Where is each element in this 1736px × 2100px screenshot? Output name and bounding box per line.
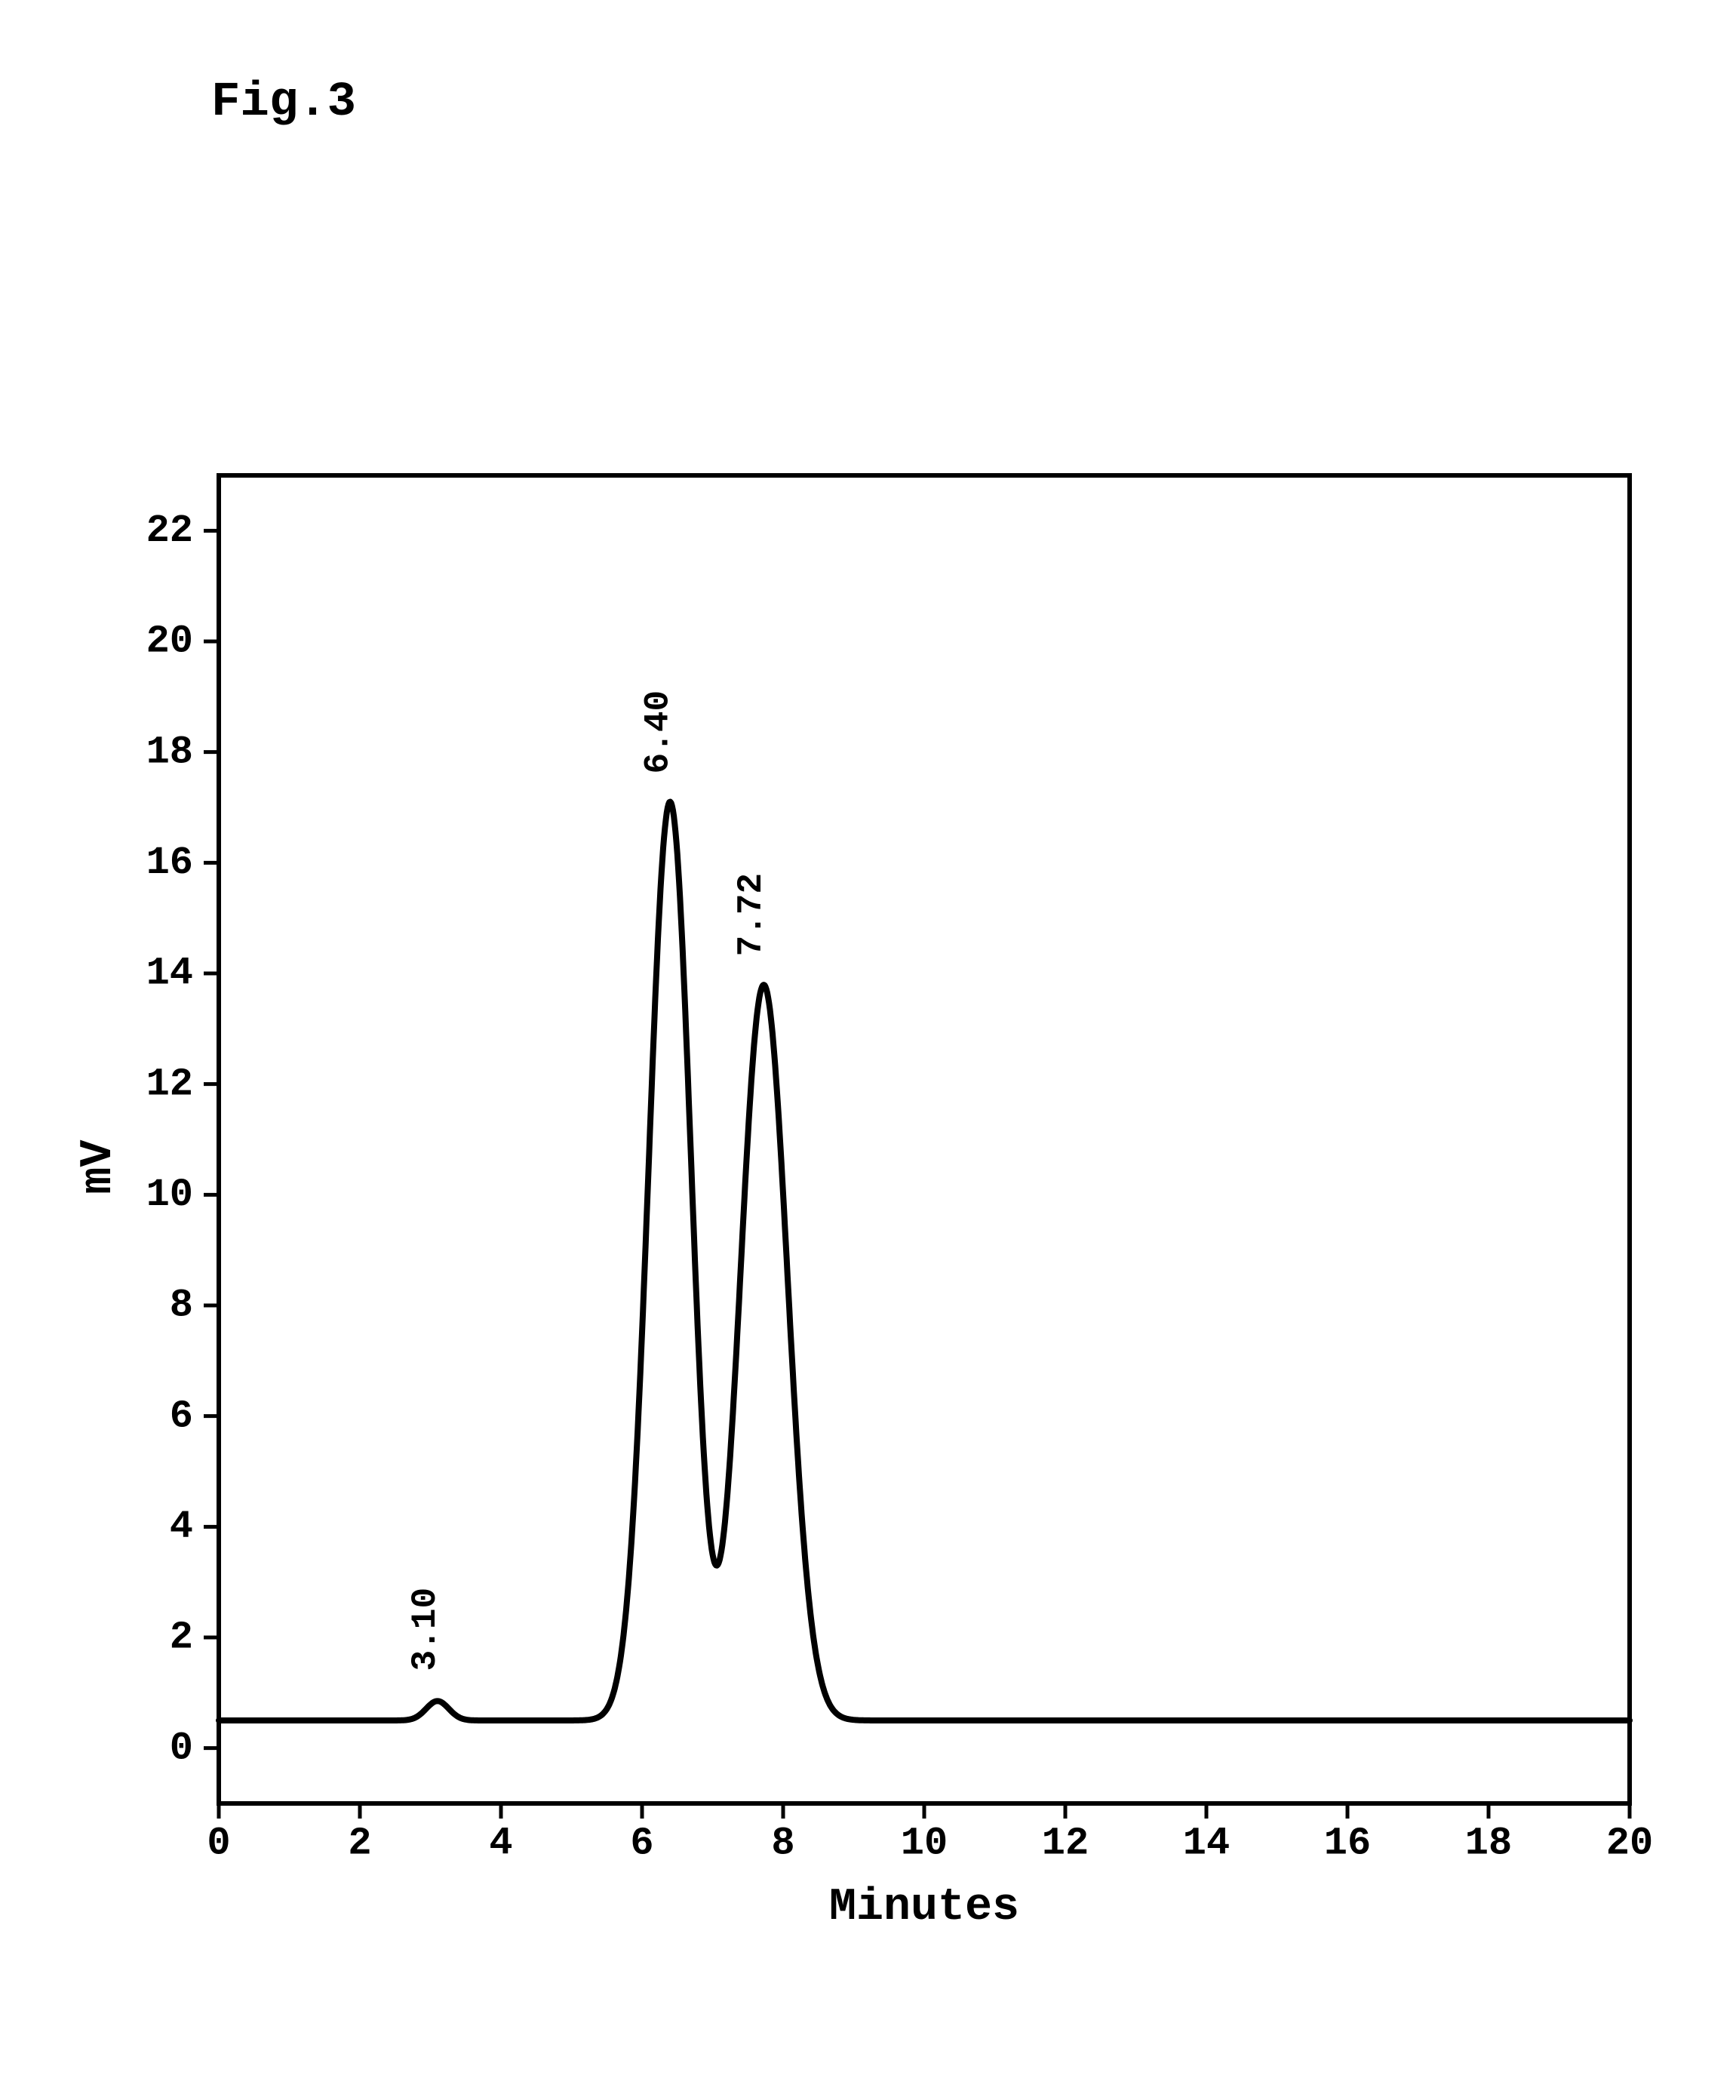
figure-title: Fig.3 <box>211 75 356 130</box>
x-tick-label: 6 <box>630 1821 653 1865</box>
peak-label: 6.40 <box>639 690 678 773</box>
x-tick-label: 10 <box>901 1821 948 1865</box>
x-tick-label: 14 <box>1183 1821 1230 1865</box>
plot-svg: 0 2 4 6 8 10 12 14 16 18 20 22 0 2 4 6 8 10 12 14 16 18 20 Minu… <box>75 468 1660 1977</box>
y-tick-label: 2 <box>170 1616 193 1660</box>
peak-label: 3.10 <box>406 1588 445 1671</box>
chromatogram-plot: 0 2 4 6 8 10 12 14 16 18 20 22 0 2 4 6 8 10 12 14 16 18 20 Minu… <box>75 468 1660 1977</box>
y-tick-label: 22 <box>146 509 193 553</box>
x-tick-label: 2 <box>348 1821 371 1865</box>
y-tick-label: 20 <box>146 620 193 664</box>
x-tick-label: 18 <box>1465 1821 1512 1865</box>
x-axis-title: Minutes <box>829 1882 1019 1933</box>
x-tick-label: 16 <box>1324 1821 1371 1865</box>
x-tick-label: 8 <box>771 1821 794 1865</box>
y-axis-title: mV <box>75 1140 124 1195</box>
y-tick-label: 18 <box>146 730 193 774</box>
x-tick-label: 0 <box>207 1821 230 1865</box>
x-tick-label: 12 <box>1042 1821 1089 1865</box>
y-tick-label: 8 <box>170 1284 193 1328</box>
y-tick-label: 10 <box>146 1173 193 1217</box>
x-tick-label: 20 <box>1606 1821 1653 1865</box>
x-tick-label: 4 <box>489 1821 512 1865</box>
y-tick-label: 12 <box>146 1062 193 1106</box>
y-tick-label: 16 <box>146 841 193 885</box>
peak-label: 7.72 <box>732 873 771 956</box>
y-tick-label: 6 <box>170 1394 193 1438</box>
y-tick-label: 14 <box>146 952 193 996</box>
y-tick-label: 0 <box>170 1726 193 1770</box>
y-tick-label: 4 <box>170 1505 193 1549</box>
